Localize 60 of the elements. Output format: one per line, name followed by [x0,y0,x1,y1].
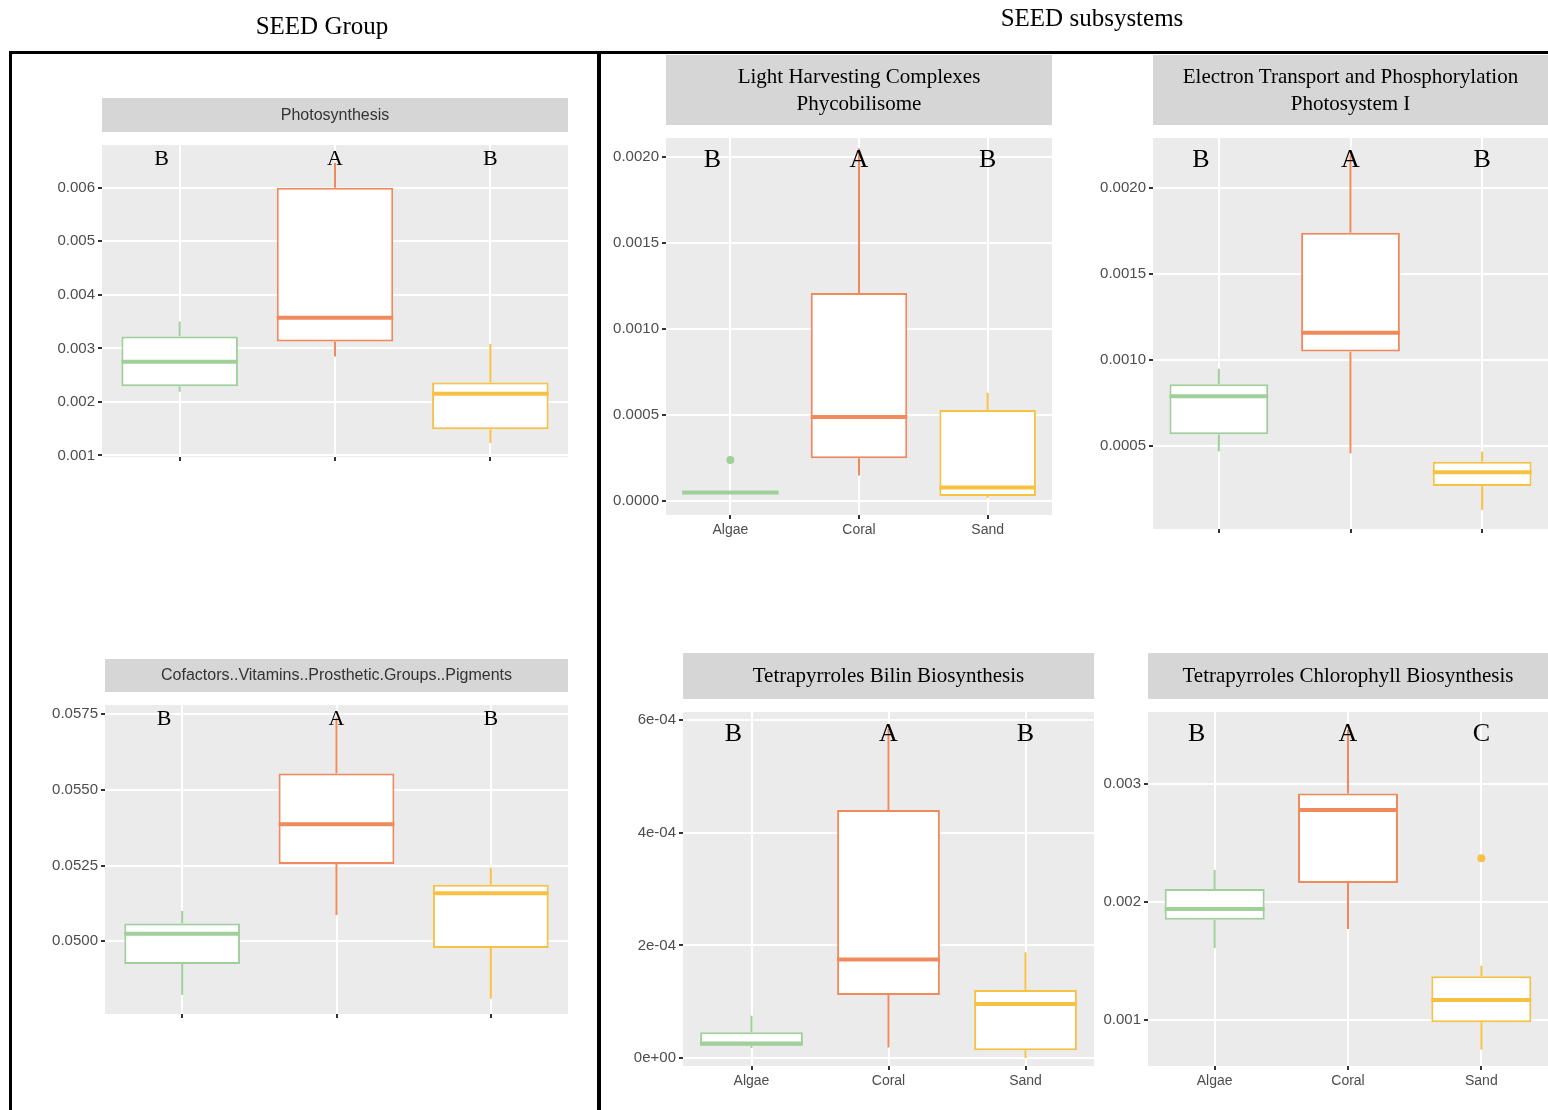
annotation: C [1472,717,1491,747]
x-tick-label: Sand [1464,1072,1498,1089]
y-tick-label: 0.001 [57,445,95,463]
annotation: B [154,144,170,170]
chart-title: Cofactors..Vitamins..Prosthetic.Groups..Pigments [105,659,568,692]
y-tick-label: 0.0020 [613,147,659,165]
y-tick-label: 0.0010 [1100,350,1146,368]
annotation: B [156,704,172,730]
y-tick-label: 0.003 [1103,774,1141,792]
annotation: B [724,717,743,747]
annotation: A [1338,717,1358,747]
annotation: B [1187,717,1206,747]
x-tick-label: Sand [971,521,1005,538]
chart-title: Tetrapyrroles Chlorophyll Biosynthesis [1148,653,1548,699]
annotation: B [1016,717,1035,747]
y-tick-label: 0.0525 [52,855,98,873]
y-tick-label: 0.0020 [1100,178,1146,196]
y-tick-label: 4e-04 [637,822,676,840]
y-tick-label: 0.006 [57,177,95,195]
y-tick-label: 0.0015 [1100,264,1146,282]
y-tick-label: 0.0005 [1100,436,1146,454]
annotation: A [1341,143,1361,173]
y-tick-label: 0.003 [57,338,95,356]
x-tick-label: Algae [712,521,749,538]
x-tick-label: Coral [1331,1072,1365,1089]
x-tick-label: Sand [1009,1072,1042,1089]
text: SEED subsystems [999,4,1185,32]
annotation: B [978,143,997,173]
x-tick-label: Coral [842,521,876,538]
y-tick-label: 0.005 [57,231,95,249]
annotation: A [879,717,899,747]
annotation: B [482,144,498,170]
annotation: B [703,143,722,173]
annotation: A [327,144,344,170]
annotation: B [1192,143,1210,173]
y-tick-label: 0.002 [57,392,95,410]
x-tick-label: Coral [871,1072,906,1089]
chart-title: Light Harvesting Complexes Phycobilisome [666,55,1052,125]
x-tick-label: Algae [733,1072,770,1089]
text: SEED Group [254,12,390,40]
y-tick-label: 0.0575 [52,704,98,722]
chart-title: Tetrapyrroles Bilin Biosynthesis [683,653,1094,699]
y-tick-label: 0.002 [1103,892,1141,910]
y-tick-label: 0.001 [1103,1010,1141,1028]
y-tick-label: 0e+00 [633,1048,676,1066]
chart-title: Electron Transport and Phosphorylation Photosystem I [1153,55,1548,125]
y-tick-label: 2e-04 [637,935,676,953]
y-tick-label: 0.004 [57,284,95,302]
chart-title: Photosynthesis [102,98,568,132]
y-tick-label: 0.0000 [613,491,659,509]
annotation: B [483,704,499,730]
y-tick-label: 0.0550 [52,779,98,797]
annotation: B [1473,143,1491,173]
y-tick-label: 0.0005 [613,405,659,423]
y-tick-label: 0.0015 [613,233,659,251]
y-tick-label: 0.0500 [52,931,98,949]
annotation: A [328,704,345,730]
y-tick-label: 0.0010 [613,319,659,337]
x-tick-label: Algae [1196,1072,1233,1089]
y-tick-label: 6e-04 [637,710,676,728]
